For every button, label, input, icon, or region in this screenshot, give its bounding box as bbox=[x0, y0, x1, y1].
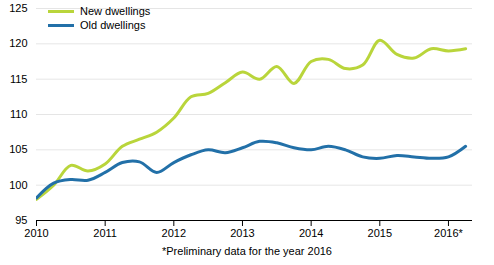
svg-text:2010: 2010 bbox=[24, 227, 48, 239]
html-text:New dwellings: New dwellings bbox=[80, 5, 151, 17]
svg-text:2014: 2014 bbox=[299, 227, 323, 239]
svg-text:2012: 2012 bbox=[162, 227, 186, 239]
svg-text:110: 110 bbox=[10, 108, 28, 120]
svg-text:125: 125 bbox=[9, 2, 27, 14]
svg-text:100: 100 bbox=[9, 179, 27, 191]
svg-text:2015: 2015 bbox=[368, 227, 392, 239]
svg-text:120: 120 bbox=[9, 37, 27, 49]
svg-text:115: 115 bbox=[10, 73, 28, 85]
svg-text:2011: 2011 bbox=[93, 227, 117, 239]
html-text:*Preliminary data for the year: *Preliminary data for the year 2016 bbox=[162, 245, 332, 257]
svg-text:2016*: 2016* bbox=[434, 227, 463, 239]
html-text:Old dwellings: Old dwellings bbox=[80, 19, 146, 31]
svg-text:2013: 2013 bbox=[230, 227, 254, 239]
svg-text:105: 105 bbox=[9, 143, 27, 155]
svg-text:95: 95 bbox=[15, 214, 27, 226]
